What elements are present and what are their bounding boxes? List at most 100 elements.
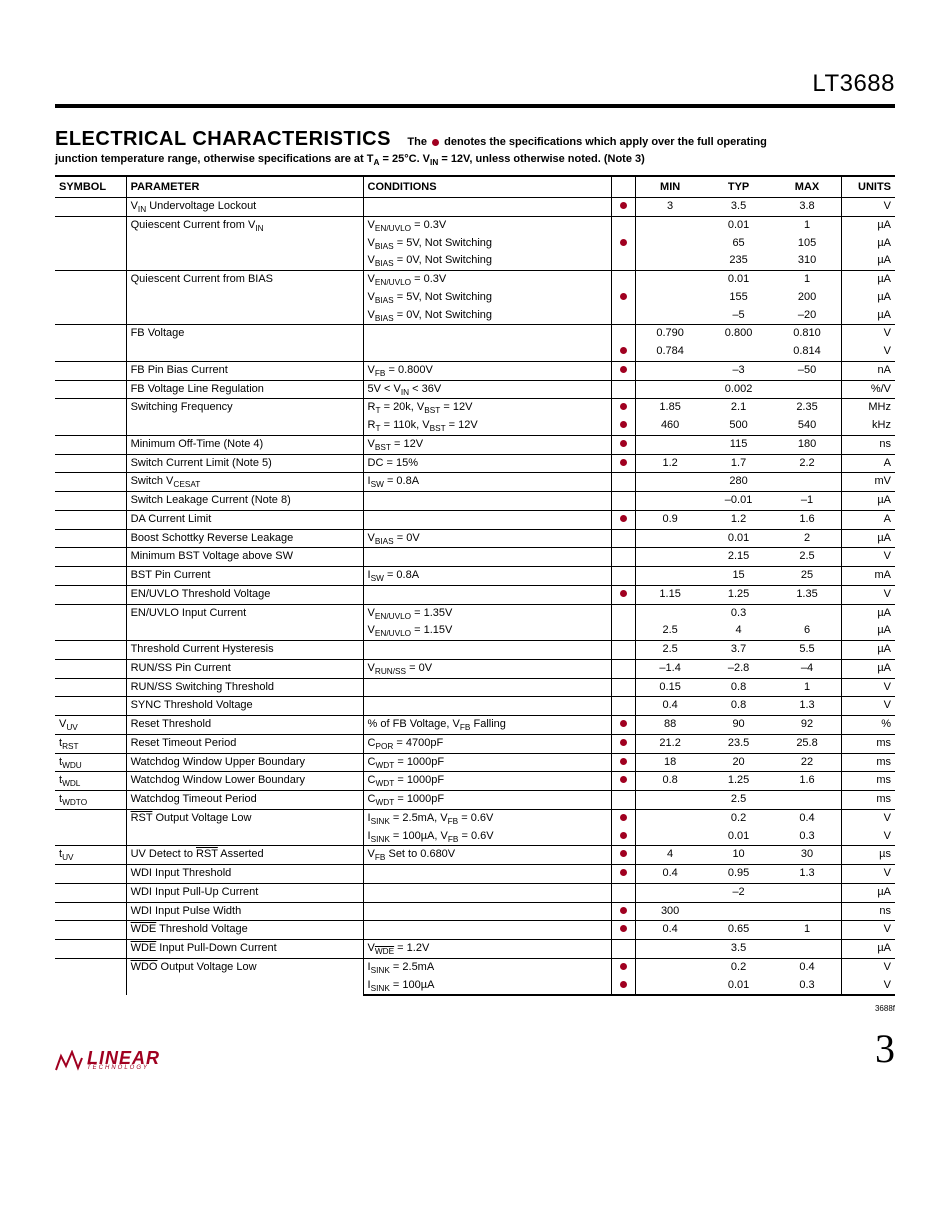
cell-conditions: VBIAS = 5V, Not Switching bbox=[363, 289, 612, 307]
cell-typ: 0.01 bbox=[704, 977, 773, 996]
table-row: Switch Leakage Current (Note 8)–0.01–1µA bbox=[55, 492, 895, 511]
dot-icon bbox=[620, 907, 627, 914]
cell-parameter: Switch VCESAT bbox=[126, 473, 363, 492]
cell-symbol bbox=[55, 921, 126, 940]
th-symbol: SYMBOL bbox=[55, 176, 126, 198]
cell-dot bbox=[612, 734, 636, 753]
cell-symbol: tUV bbox=[55, 846, 126, 865]
cell-conditions: VBIAS = 0V bbox=[363, 529, 612, 548]
table-row: tWDUWatchdog Window Upper BoundaryCWDT =… bbox=[55, 753, 895, 772]
cell-min: 1.85 bbox=[636, 399, 705, 417]
cell-units: V bbox=[842, 977, 895, 996]
cell-symbol bbox=[55, 883, 126, 902]
cell-symbol bbox=[55, 659, 126, 678]
cell-units: ms bbox=[842, 791, 895, 810]
cell-conditions: RT = 110k, VBST = 12V bbox=[363, 417, 612, 435]
cell-typ: 280 bbox=[704, 473, 773, 492]
cell-conditions: ISINK = 2.5mA, VFB = 0.6V bbox=[363, 809, 612, 827]
cell-min bbox=[636, 289, 705, 307]
cell-min: 300 bbox=[636, 902, 705, 921]
cell-min bbox=[636, 380, 705, 399]
cell-typ: 10 bbox=[704, 846, 773, 865]
th-min: MIN bbox=[636, 176, 705, 198]
cell-symbol bbox=[55, 473, 126, 492]
cell-parameter: Threshold Current Hysteresis bbox=[126, 641, 363, 660]
cell-conditions: VBIAS = 0V, Not Switching bbox=[363, 252, 612, 270]
dot-icon bbox=[620, 347, 627, 354]
cell-conditions: VEN/UVLO = 0.3V bbox=[363, 271, 612, 289]
cell-min: 1.15 bbox=[636, 585, 705, 604]
cell-dot bbox=[612, 697, 636, 716]
cell-min bbox=[636, 361, 705, 380]
cell-units: MHz bbox=[842, 399, 895, 417]
cell-min: 2.5 bbox=[636, 622, 705, 640]
subtitle-part-a: The bbox=[407, 136, 430, 148]
table-header-row: SYMBOL PARAMETER CONDITIONS MIN TYP MAX … bbox=[55, 176, 895, 198]
cell-conditions bbox=[363, 921, 612, 940]
footer-code: 3688f bbox=[55, 1004, 895, 1013]
cell-parameter: Quiescent Current from BIAS bbox=[126, 271, 363, 325]
cell-symbol bbox=[55, 510, 126, 529]
cell-typ: 1.25 bbox=[704, 772, 773, 791]
cell-dot bbox=[612, 271, 636, 289]
cell-units: µA bbox=[842, 307, 895, 325]
dot-icon bbox=[620, 981, 627, 988]
table-row: Boost Schottky Reverse LeakageVBIAS = 0V… bbox=[55, 529, 895, 548]
cell-min bbox=[636, 828, 705, 846]
cell-dot bbox=[612, 921, 636, 940]
cell-parameter: FB Pin Bias Current bbox=[126, 361, 363, 380]
cell-symbol bbox=[55, 380, 126, 399]
cell-max: 22 bbox=[773, 753, 842, 772]
cell-units: µA bbox=[842, 271, 895, 289]
cell-parameter: WDO Output Voltage Low bbox=[126, 958, 363, 995]
cell-units: V bbox=[842, 678, 895, 697]
cell-dot bbox=[612, 604, 636, 622]
dot-icon bbox=[620, 421, 627, 428]
cell-dot bbox=[612, 753, 636, 772]
cell-min: 18 bbox=[636, 753, 705, 772]
dot-icon bbox=[620, 403, 627, 410]
cell-min bbox=[636, 809, 705, 827]
table-row: tUVUV Detect to RST AssertedVFB Set to 0… bbox=[55, 846, 895, 865]
cell-max bbox=[773, 473, 842, 492]
cell-typ: –2 bbox=[704, 883, 773, 902]
cell-conditions: VBIAS = 5V, Not Switching bbox=[363, 235, 612, 253]
cell-conditions: ISINK = 100µA, VFB = 0.6V bbox=[363, 828, 612, 846]
cell-units: % bbox=[842, 716, 895, 735]
table-row: VIN Undervoltage Lockout33.53.8V bbox=[55, 198, 895, 217]
cell-parameter: RUN/SS Pin Current bbox=[126, 659, 363, 678]
cell-typ: 0.01 bbox=[704, 828, 773, 846]
cell-max: –4 bbox=[773, 659, 842, 678]
cell-conditions: VEN/UVLO = 1.35V bbox=[363, 604, 612, 622]
cell-max: –50 bbox=[773, 361, 842, 380]
cell-parameter: EN/UVLO Threshold Voltage bbox=[126, 585, 363, 604]
cell-units: mA bbox=[842, 567, 895, 586]
th-max: MAX bbox=[773, 176, 842, 198]
section-subtitle: The denotes the specifications which app… bbox=[407, 136, 766, 148]
cell-conditions: VBIAS = 0V, Not Switching bbox=[363, 307, 612, 325]
dot-icon bbox=[620, 814, 627, 821]
cell-typ: 2.15 bbox=[704, 548, 773, 567]
cell-typ: 3.5 bbox=[704, 198, 773, 217]
table-row: tWDTOWatchdog Timeout PeriodCWDT = 1000p… bbox=[55, 791, 895, 810]
cell-typ: 0.01 bbox=[704, 216, 773, 234]
table-row: EN/UVLO Threshold Voltage1.151.251.35V bbox=[55, 585, 895, 604]
cell-typ: 90 bbox=[704, 716, 773, 735]
cell-max: 310 bbox=[773, 252, 842, 270]
cell-min: 88 bbox=[636, 716, 705, 735]
cell-min bbox=[636, 216, 705, 234]
cell-symbol: tWDL bbox=[55, 772, 126, 791]
cell-typ: –3 bbox=[704, 361, 773, 380]
cell-dot bbox=[612, 846, 636, 865]
th-dot bbox=[612, 176, 636, 198]
table-row: FB Voltage Line Regulation5V < VIN < 36V… bbox=[55, 380, 895, 399]
cell-typ: 3.5 bbox=[704, 940, 773, 959]
cell-units: ms bbox=[842, 734, 895, 753]
cell-symbol bbox=[55, 325, 126, 362]
dot-icon bbox=[620, 850, 627, 857]
cell-dot bbox=[612, 399, 636, 417]
cell-dot bbox=[612, 678, 636, 697]
cell-parameter: WDE Input Pull-Down Current bbox=[126, 940, 363, 959]
cell-symbol bbox=[55, 198, 126, 217]
cell-max: 2.5 bbox=[773, 548, 842, 567]
